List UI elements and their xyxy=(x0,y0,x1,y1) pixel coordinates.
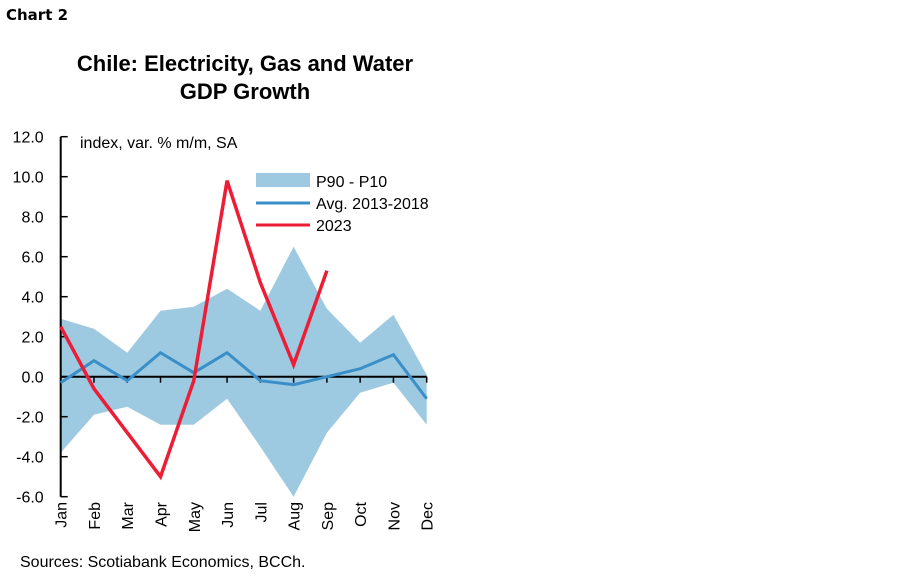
y-tick-label: -4.0 xyxy=(16,450,44,467)
chart-title-line-1: Chile: Electricity, Gas and Water xyxy=(76,51,414,76)
chart-label: Chart 2 xyxy=(6,6,69,24)
legend-swatch-band xyxy=(256,173,310,187)
y-tick-label: -2.0 xyxy=(16,410,44,427)
y-tick-label: -6.0 xyxy=(16,490,44,507)
x-tick-label: Apr xyxy=(154,501,171,527)
y-tick-label: 8.0 xyxy=(21,210,43,227)
chart-title: Chile: Electricity, Gas and Water GDP Gr… xyxy=(20,50,470,106)
x-tick-label: Mar xyxy=(120,501,137,529)
x-tick-label: Jul xyxy=(253,502,270,522)
x-tick-label: Nov xyxy=(386,502,403,530)
y-tick-label: 0.0 xyxy=(21,370,43,387)
x-tick-label: Feb xyxy=(87,502,104,530)
x-tick-label: May xyxy=(187,502,204,532)
x-tick-label: Sep xyxy=(320,502,337,531)
legend-label-series: Avg. 2013-2018 xyxy=(316,196,429,213)
legend-label-series: 2023 xyxy=(316,218,352,235)
y-tick-label: 4.0 xyxy=(21,290,43,307)
band-p90-p10 xyxy=(60,246,427,497)
legend-label-band: P90 - P10 xyxy=(316,174,387,191)
y-tick-label: 2.0 xyxy=(21,330,43,347)
y-tick-label: 6.0 xyxy=(21,250,43,267)
chart-title-line-2: GDP Growth xyxy=(179,79,311,104)
x-tick-label: Jan xyxy=(54,502,71,528)
y-tick-label: 12.0 xyxy=(13,130,44,147)
series-line-avg-2013-2018 xyxy=(59,350,428,400)
x-tick-label: Aug xyxy=(287,502,304,530)
x-tick-label: Dec xyxy=(420,502,437,530)
x-tick-label: Oct xyxy=(353,501,370,526)
source-note: Sources: Scotiabank Economics, BCCh. xyxy=(20,554,306,571)
y-axis-label: index, var. % m/m, SA xyxy=(80,135,238,152)
x-tick-label: Jun xyxy=(220,502,237,528)
y-tick-label: 10.0 xyxy=(13,170,44,187)
